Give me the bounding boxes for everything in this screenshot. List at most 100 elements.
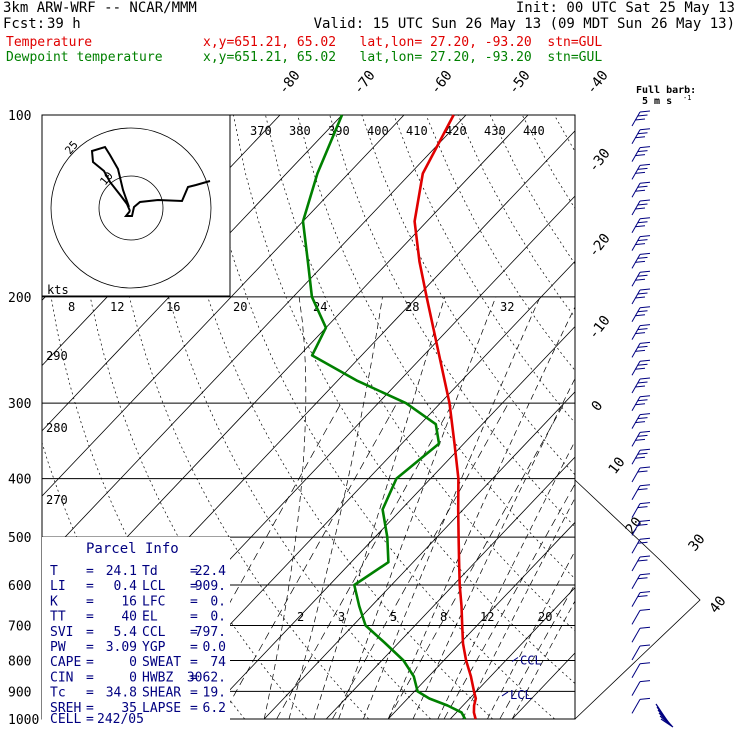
wind-barb-flag: [639, 128, 651, 131]
diagram-lines: [42, 115, 740, 719]
wind-barb-flag: [634, 207, 646, 210]
parcel-value: 6.2: [203, 701, 226, 716]
wind-barb-flag: [639, 377, 651, 380]
parcel-value: 0: [129, 655, 137, 670]
wind-barb: [631, 181, 651, 198]
wind-barb-flag: [639, 466, 651, 469]
parcel-info-box: [42, 537, 230, 723]
wind-barb-shaft: [631, 165, 641, 180]
parcel-value: 0.0: [203, 640, 226, 655]
wind-barb-shaft: [631, 271, 641, 287]
wind-barb-flag: [634, 438, 646, 441]
parcel-value: 24.1: [106, 564, 137, 579]
wind-barb-flag: [639, 555, 651, 558]
wind-barb-flag: [637, 417, 648, 420]
wind-barb: [631, 217, 651, 234]
wind-barb-shaft: [631, 289, 641, 305]
theta-e-label: 410: [406, 124, 428, 138]
parcel-key: LI: [50, 579, 66, 594]
moist-adiabat: [363, 296, 541, 719]
parcel-info-title: Parcel Info: [86, 541, 179, 557]
temperature-location: x,y=651.21, 65.02 lat,lon= 27.20, -93.20…: [203, 35, 603, 50]
wind-barb-flag: [637, 470, 648, 473]
moist-adiabat: [412, 377, 575, 719]
wind-barb-flag: [634, 171, 646, 174]
parcel-key: TT: [50, 610, 66, 625]
moist-adiabat: [313, 296, 446, 719]
cell-value: 242/05: [97, 712, 144, 727]
wind-barb-flag: [639, 252, 651, 255]
dry-adiabat: [457, 115, 575, 318]
wind-barb: [631, 235, 651, 251]
wind-barb: [631, 466, 651, 483]
parcel-value: 40: [121, 610, 137, 625]
wind-barb-shaft: [631, 129, 641, 145]
wind-barb-flag: [637, 274, 648, 277]
wind-barb-shaft: [631, 503, 641, 518]
wind-barb-shaft: [631, 681, 641, 696]
wind-barb-shaft: [631, 111, 641, 127]
theta-label: 280: [46, 421, 68, 435]
dry-adiabat: [425, 115, 575, 371]
hodograph-units: kts: [47, 283, 69, 297]
mixing-ratio-label: 2: [297, 610, 304, 624]
wind-barb-flag: [637, 150, 648, 153]
wind-barb-flag: [639, 680, 651, 683]
wind-barb-flag: [634, 456, 646, 459]
wind-barb-flag: [637, 221, 648, 224]
wind-barb: [631, 430, 651, 447]
dry-adiabat: [553, 115, 575, 153]
wind-barb-shaft: [631, 627, 641, 643]
parcel-eq: =: [86, 640, 94, 655]
parcel-value: 797.: [195, 625, 226, 640]
mixing-ratio-label: 8: [440, 610, 447, 624]
mixing-ratio-label: 3: [338, 610, 345, 624]
wind-barb-flag: [639, 110, 651, 113]
wind-barb: [631, 680, 651, 696]
wind-barb-flag: [637, 595, 648, 598]
marker-tick: [511, 657, 519, 662]
isotherm: [201, 325, 575, 719]
parcel-key: SWEAT: [142, 655, 181, 670]
forecast-hour: 39 h: [47, 16, 81, 32]
wind-barb-flag: [634, 260, 646, 263]
dry-adiabat: [651, 115, 740, 719]
mixing-ratio-label: 16: [166, 300, 180, 314]
mixing-ratio-label: 24: [313, 300, 327, 314]
parcel-key: CIN: [50, 670, 73, 685]
wind-barb-flag: [639, 199, 651, 202]
isotherm-label: -50: [506, 68, 534, 98]
parcel-eq: =: [86, 670, 94, 685]
parcel-eq: =: [190, 579, 198, 594]
parcel-eq: =: [86, 712, 94, 727]
parcel-eq: =: [86, 594, 94, 609]
wind-barb-flag: [639, 181, 651, 184]
isotherm-label: 20: [623, 514, 646, 537]
theta-e-label: 440: [523, 124, 545, 138]
dry-adiabat: [586, 115, 740, 719]
parcel-eq: =: [190, 701, 198, 716]
parcel-value: 3.09: [106, 640, 137, 655]
parcel-eq: =: [190, 594, 198, 609]
pressure-label: 300: [8, 397, 31, 412]
theta-e-label: 380: [289, 124, 311, 138]
parcel-key: SHEAR: [142, 686, 181, 701]
wind-barb: [631, 288, 651, 305]
wind-barb-shaft: [631, 556, 641, 572]
wind-barb: [631, 448, 651, 465]
wind-barb: [631, 324, 651, 340]
mixing-ratio-label: 12: [480, 610, 494, 624]
wind-barb: [631, 608, 651, 625]
isotherm: [42, 115, 405, 497]
dry-adiabat: [200, 115, 555, 719]
wind-barb-shaft: [631, 467, 641, 483]
parcel-key: HWBZ: [142, 670, 173, 685]
parcel-key: PW: [50, 640, 66, 655]
wind-barb-flag: [634, 225, 646, 228]
barb-legend-units: 5 m s: [642, 96, 672, 107]
isotherm-label: 0: [589, 398, 607, 414]
dry-adiabat: [42, 205, 245, 719]
parcel-eq: =: [86, 701, 94, 716]
wind-barb-shaft: [631, 663, 641, 679]
